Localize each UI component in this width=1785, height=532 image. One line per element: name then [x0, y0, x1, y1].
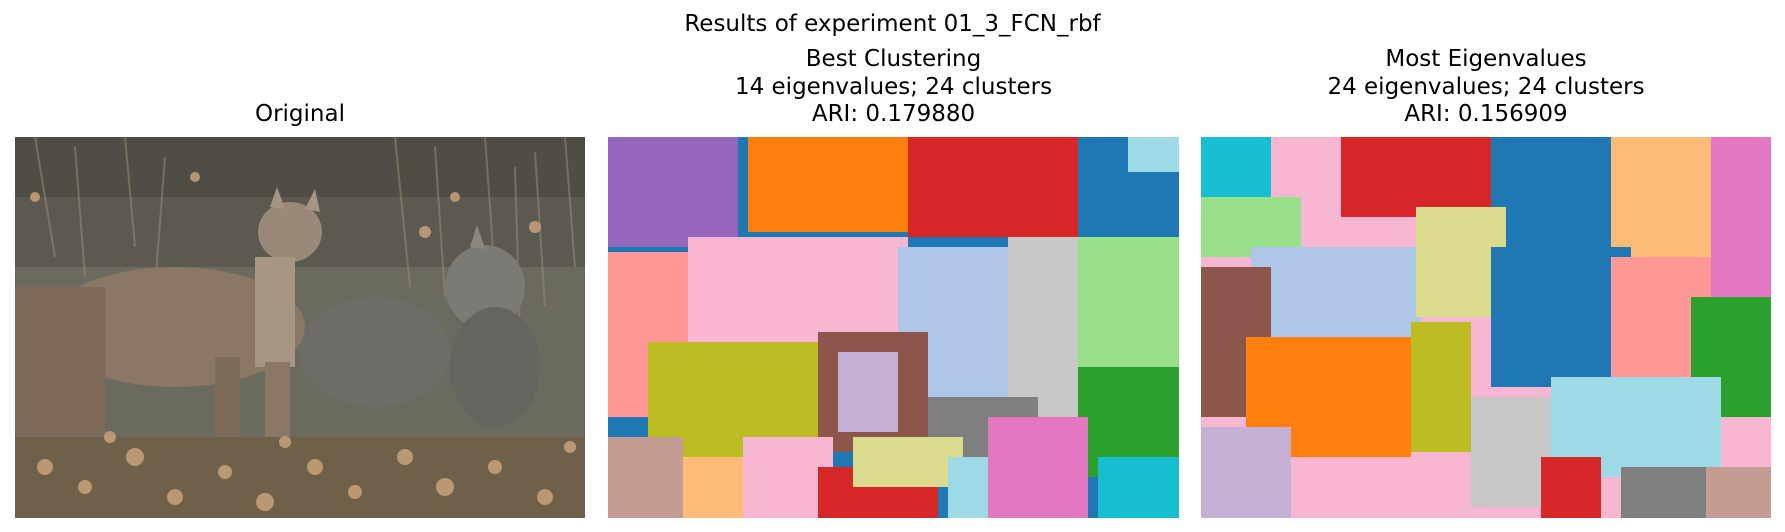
- figure-suptitle: Results of experiment 01_3_FCN_rbf: [684, 11, 1101, 37]
- panel-best-title-line3: ARI: 0.179880: [811, 101, 976, 127]
- cougar-photo: [15, 137, 585, 518]
- panel-best-title-line2: 14 eigenvalues; 24 clusters: [734, 74, 1053, 100]
- segmentation-most: [1201, 137, 1771, 518]
- panel-best-title-line1: Best Clustering: [805, 46, 982, 72]
- panel-most-title-line1: Most Eigenvalues: [1385, 46, 1587, 72]
- panel-most-title-line2: 24 eigenvalues; 24 clusters: [1327, 74, 1645, 100]
- segmentation-best: [608, 137, 1179, 518]
- panel-original-title: Original: [254, 101, 345, 127]
- panel-most-title-line3: ARI: 0.156909: [1404, 101, 1568, 127]
